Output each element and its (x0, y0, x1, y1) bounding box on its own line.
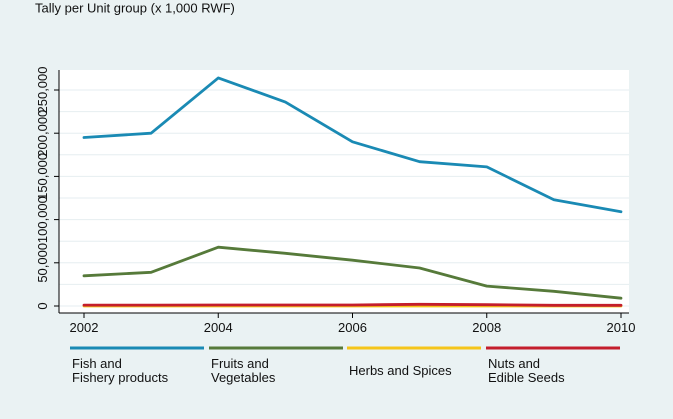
x-tick-label: 2010 (607, 320, 636, 335)
chart-title: Tally per Unit group (x 1,000 RWF) (35, 1, 235, 16)
y-tick-label: 50,000 (35, 243, 50, 283)
plot-area (59, 70, 629, 313)
x-tick-label: 2004 (204, 320, 233, 335)
y-tick-label: 100,000 (35, 196, 50, 243)
legend-label: Nuts and Edible Seeds (488, 356, 565, 385)
y-tick-label: 150,000 (35, 153, 50, 200)
y-tick-label: 250,000 (35, 67, 50, 114)
y-tick-label: 200,000 (35, 110, 50, 157)
legend-label: Herbs and Spices (349, 363, 452, 378)
legend-label: Fruits and Vegetables (211, 356, 276, 385)
x-tick-label: 2002 (70, 320, 99, 335)
x-tick-label: 2006 (338, 320, 367, 335)
legend-label: Fish and Fishery products (72, 356, 169, 385)
x-tick-label: 2008 (472, 320, 501, 335)
legend: Fish and Fishery products Fruits and Vegeta… (70, 348, 620, 385)
series-line-3 (84, 304, 621, 305)
y-tick-label: 0 (35, 302, 50, 309)
